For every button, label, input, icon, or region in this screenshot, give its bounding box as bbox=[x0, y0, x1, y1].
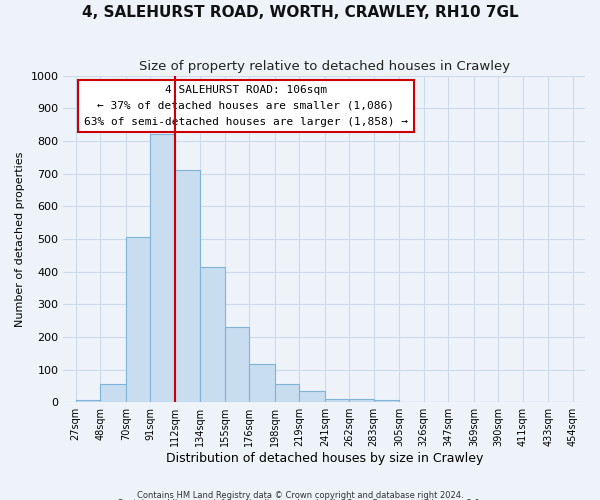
Text: Contains HM Land Registry data © Crown copyright and database right 2024.: Contains HM Land Registry data © Crown c… bbox=[137, 490, 463, 500]
X-axis label: Distribution of detached houses by size in Crawley: Distribution of detached houses by size … bbox=[166, 452, 483, 465]
Bar bbox=[126, 237, 150, 402]
Bar bbox=[349, 399, 374, 402]
Text: 4 SALEHURST ROAD: 106sqm
← 37% of detached houses are smaller (1,086)
63% of sem: 4 SALEHURST ROAD: 106sqm ← 37% of detach… bbox=[84, 86, 408, 126]
Text: Contains public sector information licensed under the Open Government Licence v3: Contains public sector information licen… bbox=[118, 499, 482, 500]
Bar bbox=[275, 384, 299, 402]
Bar bbox=[224, 327, 249, 402]
Title: Size of property relative to detached houses in Crawley: Size of property relative to detached ho… bbox=[139, 60, 510, 73]
Bar bbox=[299, 391, 325, 402]
Bar bbox=[200, 266, 224, 402]
Bar bbox=[150, 134, 175, 402]
Bar bbox=[325, 399, 349, 402]
Bar bbox=[249, 364, 275, 402]
Y-axis label: Number of detached properties: Number of detached properties bbox=[15, 151, 25, 326]
Bar bbox=[100, 384, 126, 402]
Bar bbox=[76, 400, 100, 402]
Text: 4, SALEHURST ROAD, WORTH, CRAWLEY, RH10 7GL: 4, SALEHURST ROAD, WORTH, CRAWLEY, RH10 … bbox=[82, 5, 518, 20]
Bar bbox=[374, 400, 400, 402]
Bar bbox=[175, 170, 200, 402]
